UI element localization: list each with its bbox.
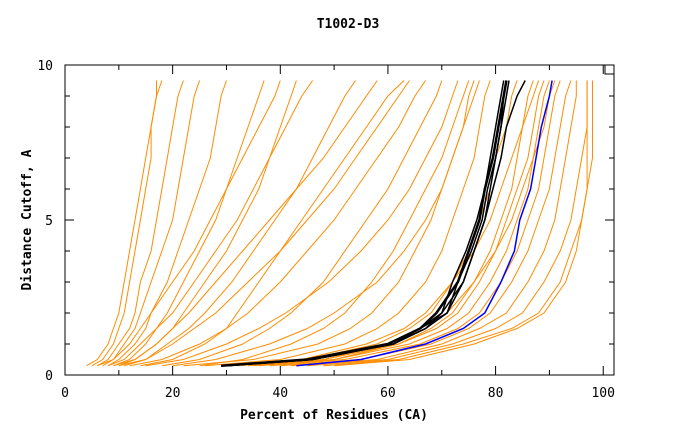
x-tick-label: 0: [61, 386, 69, 401]
x-tick-label: 80: [488, 386, 504, 401]
highlight-curve-2: [221, 80, 508, 367]
model-curve-27: [107, 80, 314, 367]
model-curve-12: [172, 80, 480, 367]
y-axis-label: Distance Cutoff, A: [20, 149, 35, 290]
axes-layer: 0 20 40 60 80 100 0 5 10: [37, 59, 615, 401]
model-curve-21: [97, 80, 184, 367]
curves-layer: [86, 80, 593, 367]
plot-frame: [64, 64, 615, 376]
x-tick-label: 40: [272, 386, 288, 401]
model-curve-22: [102, 80, 201, 367]
model-curve-31: [247, 80, 556, 367]
model-curve-28: [97, 80, 281, 367]
chart-title: T1002-D3: [317, 17, 380, 32]
model-curve-19: [140, 80, 405, 367]
model-curve-23: [107, 80, 227, 367]
model-curve-5: [291, 80, 577, 367]
model-curve-2: [253, 80, 550, 367]
y-tick-label: 10: [37, 59, 53, 74]
model-curve-17: [161, 80, 443, 367]
highlight-curve-4: [226, 80, 526, 367]
model-curve-30: [334, 80, 588, 367]
best-model-curve: [296, 80, 553, 367]
model-curve-25: [113, 80, 265, 367]
model-curve-29: [124, 80, 357, 367]
x-tick-label: 20: [165, 386, 181, 401]
x-tick-label: 60: [380, 386, 396, 401]
model-curve-13: [145, 80, 459, 367]
model-curve-18: [199, 80, 470, 367]
y-tick-label: 0: [45, 369, 53, 384]
model-curve-20: [91, 80, 157, 367]
x-axis-label: Percent of Residues (CA): [240, 408, 428, 423]
model-curve-24: [86, 80, 163, 367]
model-curve-3: [269, 80, 561, 367]
model-curve-8: [204, 80, 491, 367]
model-curve-16: [113, 80, 378, 367]
legend-box: [604, 64, 615, 75]
model-curve-26: [118, 80, 297, 367]
model-curve-0: [226, 80, 518, 367]
model-curve-7: [323, 80, 593, 367]
x-tick-label: 100: [591, 386, 614, 401]
model-curve-4: [280, 80, 572, 367]
y-tick-label: 5: [45, 214, 53, 229]
model-curve-14: [129, 80, 427, 367]
